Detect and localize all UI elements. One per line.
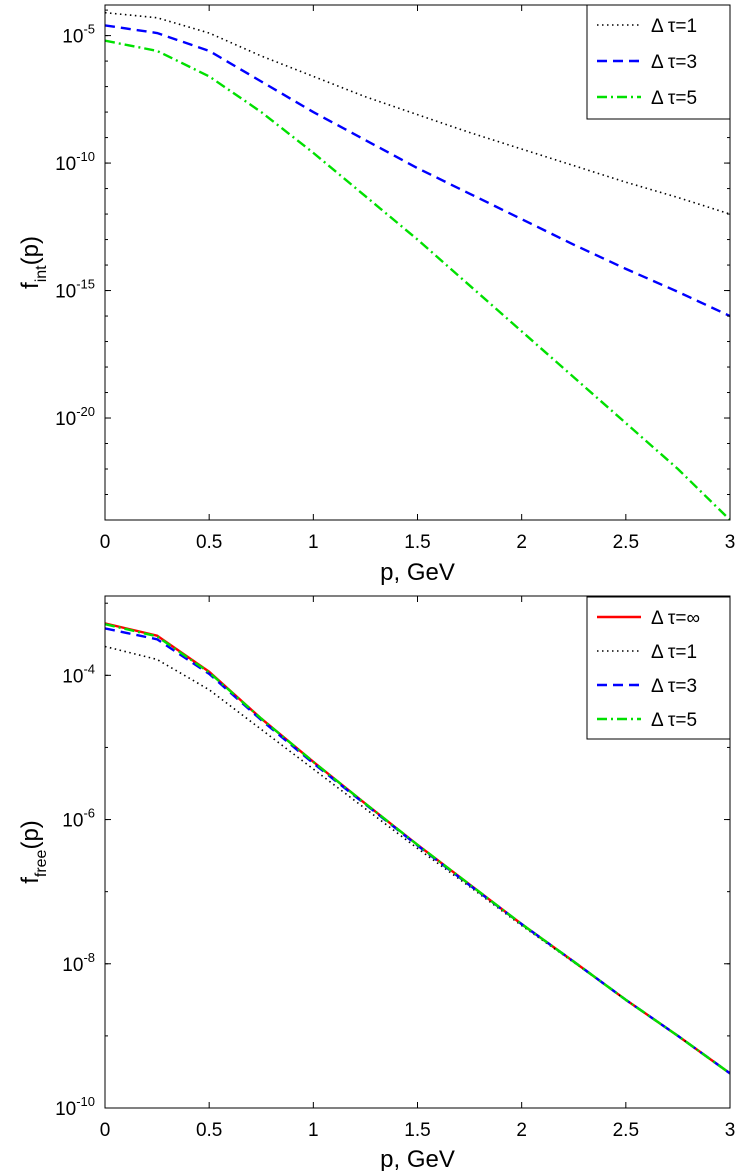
- y-tick-label: 10-10: [55, 1094, 95, 1120]
- x-tick-label: 3: [725, 532, 736, 553]
- x-tick-label: 0.5: [196, 1120, 222, 1141]
- series-line-3: [105, 24, 730, 318]
- legend: Δ τ=1 Δ τ=3 Δ τ=5: [586, 4, 731, 120]
- x-tick-label: 0.5: [196, 532, 222, 553]
- legend-entry: Δ τ=3: [651, 676, 697, 697]
- x-tick-label: 2: [516, 532, 527, 553]
- series-line-1: [105, 11, 730, 215]
- legend-entry: Δ τ=1: [651, 16, 697, 37]
- x-tick-label: 1: [308, 532, 319, 553]
- y-tick-label: 10-15: [55, 277, 95, 303]
- x-tick-label: 1: [308, 1120, 319, 1141]
- x-tick-label: 0: [100, 532, 111, 553]
- y-tick-label: 10-20: [55, 404, 95, 430]
- legend-entry: Δ τ=1: [651, 642, 697, 663]
- plot-area: [105, 622, 730, 1075]
- y-tick-label: 10-6: [62, 806, 95, 832]
- x-tick-label: 1.5: [404, 532, 430, 553]
- y-tick-label: 10-8: [62, 950, 95, 976]
- x-axis-label: p, GeV: [380, 559, 455, 586]
- x-tick-label: 1.5: [404, 1120, 430, 1141]
- legend-entry: Δ τ=5: [651, 710, 697, 731]
- x-tick-label: 3: [725, 1120, 736, 1141]
- x-tick-label: 2: [516, 1120, 527, 1141]
- legend-entry: Δ τ=3: [651, 52, 697, 73]
- legend-box: [586, 596, 731, 740]
- legend: Δ τ=∞ Δ τ=1 Δ τ=3 Δ τ=5: [586, 596, 731, 740]
- x-axis-label: p, GeV: [380, 1146, 455, 1171]
- legend-entry: Δ τ=5: [651, 88, 697, 109]
- chart-f-free: 0 0.5 1 1.5 2 2.5 3 10-4 10-6 10-8 10-10 p, GeV ffre…: [17, 595, 736, 1171]
- x-tick-label: 0: [100, 1120, 111, 1141]
- legend-entry: Δ τ=∞: [651, 608, 700, 629]
- series-line-5: [105, 39, 730, 520]
- legend-box: [586, 4, 731, 120]
- y-axis-label: ffree(p): [17, 820, 50, 884]
- x-tick-label: 2.5: [613, 532, 639, 553]
- y-tick-label: 10-4: [62, 661, 95, 687]
- chart-f-int: 0 0.5 1 1.5 2 2.5 3 10-5 10-10 10-15 10-20 p, GeV fi…: [17, 4, 736, 586]
- plot-area: [105, 11, 730, 520]
- series-line-1: [105, 645, 730, 1075]
- y-tick-label: 10-5: [62, 22, 95, 48]
- x-tick-label: 2.5: [613, 1120, 639, 1141]
- y-axis-label: fint(p): [17, 236, 50, 289]
- y-tick-label: 10-10: [55, 149, 95, 175]
- series-line-5: [105, 622, 730, 1075]
